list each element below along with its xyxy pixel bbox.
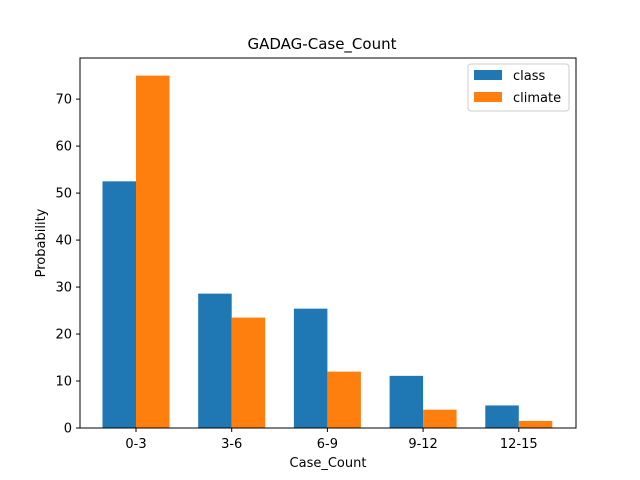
x-tick-label: 6-9 [317, 437, 338, 452]
x-tick-label: 0-3 [125, 437, 146, 452]
y-tick-label: 30 [55, 281, 72, 296]
bar-climate-0-3 [136, 75, 170, 429]
y-axis: 0 10 20 30 40 50 60 70 [55, 93, 80, 437]
x-axis-label: Case_Count [290, 456, 367, 471]
plot-frame [79, 57, 577, 429]
x-tick-label: 12-15 [500, 437, 538, 452]
legend-label-climate: climate [513, 91, 561, 106]
bar-climate-12-15 [518, 420, 553, 428]
y-tick-label: 50 [55, 187, 72, 202]
y-tick-label: 0 [64, 422, 72, 437]
y-tick-label: 10 [55, 375, 72, 390]
bar-class-6-9 [293, 308, 328, 428]
bar-class-9-12 [389, 375, 424, 428]
legend: class climate [467, 63, 570, 112]
bar-climate-3-6 [231, 317, 266, 428]
y-tick-label: 40 [55, 234, 72, 249]
y-tick-label: 20 [55, 328, 72, 343]
bar-class-0-3 [102, 181, 136, 428]
legend-label-class: class [513, 69, 545, 84]
bar-climate-9-12 [423, 409, 457, 428]
x-tick-label: 3-6 [221, 437, 242, 452]
bar-climate-6-9 [327, 371, 361, 428]
bar-class-12-15 [485, 405, 519, 428]
y-axis-label: Probability [34, 208, 49, 277]
chart-title: GADAG-Case_Count [248, 35, 397, 54]
x-tick-label: 9-12 [408, 437, 438, 452]
bars-group [102, 75, 553, 429]
y-tick-label: 60 [55, 140, 72, 155]
legend-swatch-climate [474, 92, 502, 102]
x-axis: 0-3 3-6 6-9 9-12 12-15 [125, 428, 538, 452]
legend-swatch-class [474, 70, 502, 80]
bar-class-3-6 [198, 293, 232, 428]
y-tick-label: 70 [55, 93, 72, 108]
